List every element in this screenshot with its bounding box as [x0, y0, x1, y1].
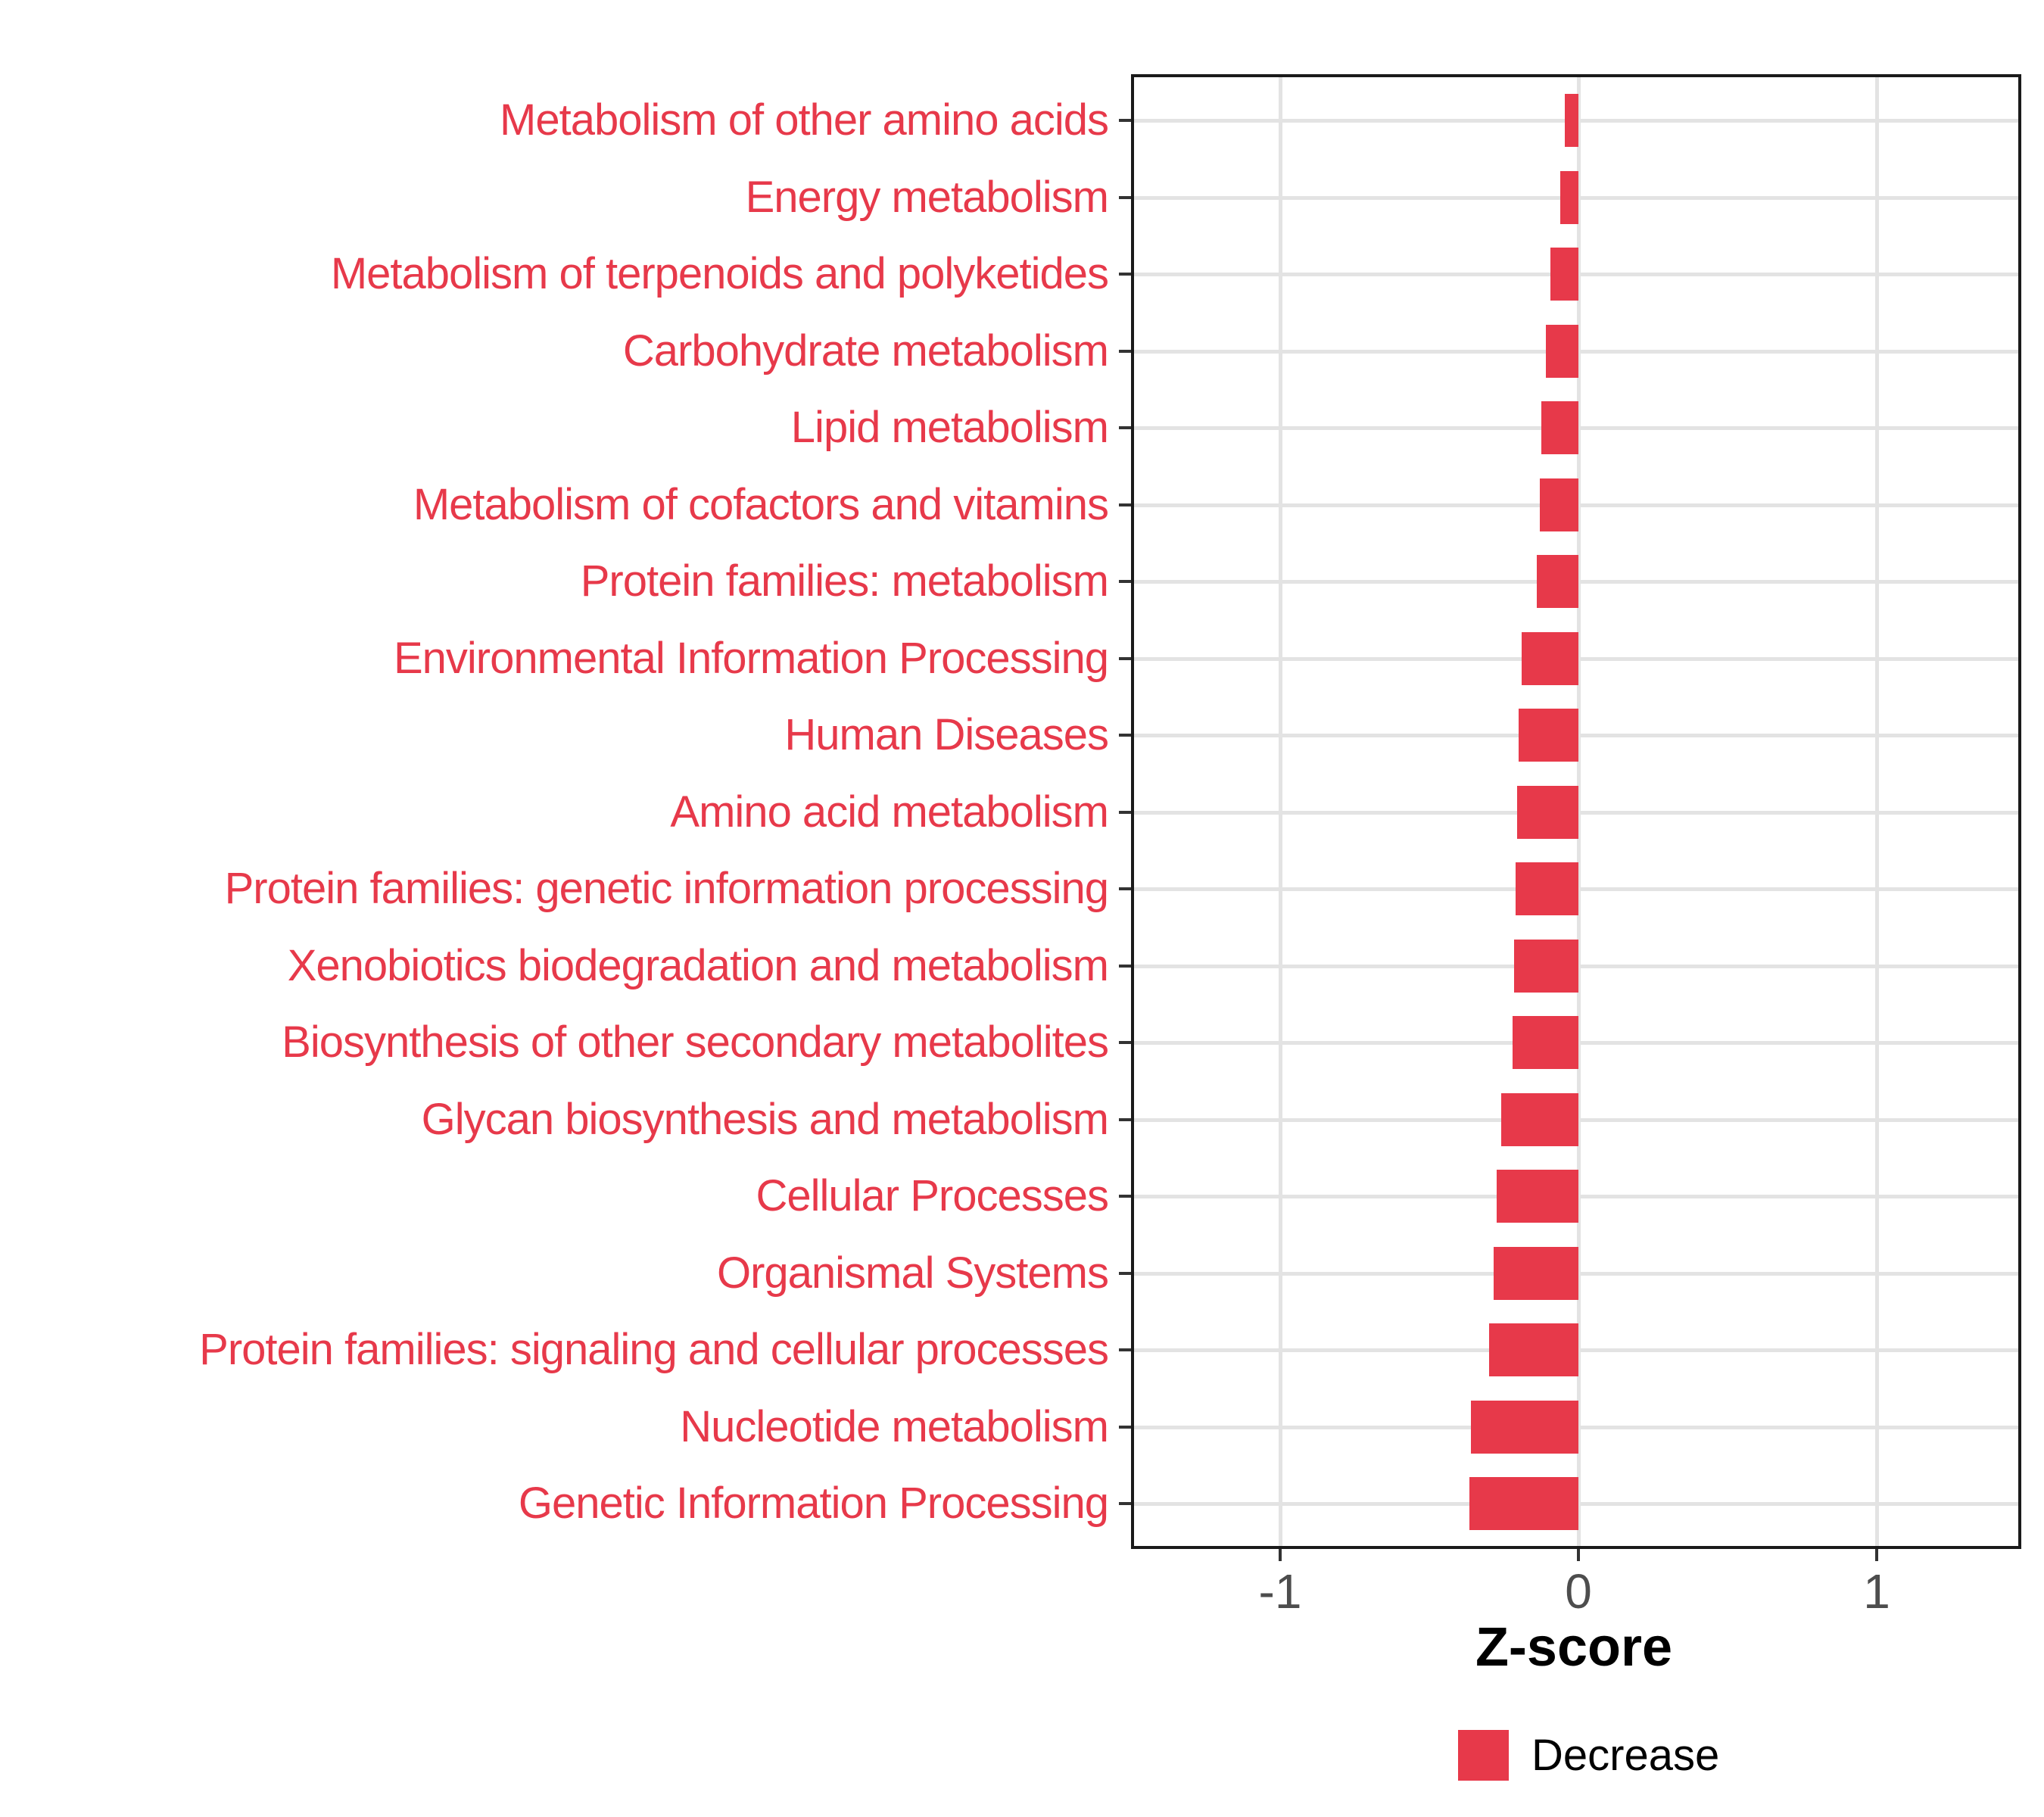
bar-organismal-systems: [1493, 1246, 1578, 1300]
bar-protein-families-signaling-and-cellular-processes: [1488, 1323, 1578, 1376]
bar-cellular-processes: [1496, 1170, 1578, 1223]
y-axis-tick: [1119, 119, 1131, 122]
bar-xenobiotics-biodegradation-and-metabolism: [1514, 939, 1579, 993]
category-label: Protein families: signaling and cellular…: [199, 1325, 1109, 1374]
category-label: Organismal Systems: [716, 1248, 1109, 1298]
x-axis-tick-label--1: -1: [1258, 1564, 1302, 1619]
bar-metabolism-of-terpenoids-and-polyketides: [1550, 248, 1578, 301]
category-label: Carbohydrate metabolism: [622, 326, 1109, 376]
category-label: Cellular Processes: [756, 1171, 1109, 1220]
legend: Decrease: [1458, 1730, 1719, 1781]
y-axis-tick: [1119, 195, 1131, 199]
bar-protein-families-genetic-information-processing: [1516, 862, 1579, 915]
y-axis-tick: [1119, 503, 1131, 506]
y-axis-tick: [1119, 1348, 1131, 1351]
bar-amino-acid-metabolism: [1517, 785, 1579, 839]
x-axis-tick--1: [1279, 1549, 1282, 1561]
y-axis-tick: [1119, 273, 1131, 276]
category-label: Protein families: genetic information pr…: [224, 864, 1109, 913]
y-axis-tick: [1119, 1041, 1131, 1044]
category-label: Metabolism of cofactors and vitamins: [413, 479, 1109, 529]
bar-glycan-biosynthesis-and-metabolism: [1500, 1092, 1578, 1146]
y-axis-tick: [1119, 349, 1131, 353]
x-axis-tick-0: [1577, 1549, 1580, 1561]
bar-human-diseases: [1519, 709, 1579, 762]
bar-metabolism-of-cofactors-and-vitamins: [1539, 478, 1578, 531]
y-axis-tick: [1119, 426, 1131, 429]
bar-nucleotide-metabolism: [1471, 1400, 1579, 1454]
bar-lipid-metabolism: [1541, 401, 1578, 454]
x-axis-title: Z-score: [1475, 1617, 1673, 1678]
x-axis-tick-label-1: 1: [1863, 1564, 1890, 1619]
y-axis-tick: [1119, 887, 1131, 890]
y-axis-tick: [1119, 1271, 1131, 1275]
y-axis-tick: [1119, 580, 1131, 583]
y-axis-tick: [1119, 1117, 1131, 1121]
category-label: Human Diseases: [784, 710, 1109, 759]
category-label: Xenobiotics biodegradation and metabolis…: [287, 940, 1109, 990]
y-axis-tick: [1119, 1425, 1131, 1429]
legend-label: Decrease: [1531, 1730, 1720, 1780]
y-axis-tick: [1119, 734, 1131, 737]
category-label: Glycan biosynthesis and metabolism: [421, 1094, 1109, 1144]
bar-genetic-information-processing: [1469, 1477, 1579, 1530]
bar-energy-metabolism: [1560, 170, 1579, 224]
category-label: Amino acid metabolism: [670, 787, 1109, 837]
y-axis-tick: [1119, 1502, 1131, 1505]
y-axis-tick: [1119, 964, 1131, 968]
bar-metabolism-of-other-amino-acids: [1565, 94, 1579, 147]
category-label: Lipid metabolism: [790, 403, 1109, 452]
bar-carbohydrate-metabolism: [1545, 324, 1578, 378]
bar-biosynthesis-of-other-secondary-metabolites: [1513, 1016, 1579, 1069]
category-label: Protein families: metabolism: [580, 556, 1109, 606]
category-label: Biosynthesis of other secondary metaboli…: [282, 1018, 1109, 1067]
category-label: Environmental Information Processing: [393, 633, 1109, 683]
y-axis-tick: [1119, 810, 1131, 814]
x-axis-tick-label-0: 0: [1565, 1564, 1592, 1619]
category-label: Energy metabolism: [745, 172, 1109, 222]
x-axis-tick-1: [1875, 1549, 1878, 1561]
y-axis-tick: [1119, 1195, 1131, 1198]
plot-panel: [1131, 74, 2021, 1549]
y-axis-tick: [1119, 656, 1131, 660]
bar-protein-families-metabolism: [1536, 555, 1578, 608]
category-label: Metabolism of other amino acids: [500, 95, 1109, 145]
bar-environmental-information-processing: [1522, 631, 1579, 685]
category-label: Nucleotide metabolism: [680, 1401, 1109, 1451]
category-label: Metabolism of terpenoids and polyketides: [330, 249, 1109, 298]
category-label: Genetic Information Processing: [518, 1479, 1109, 1528]
legend-color-swatch-decrease: [1458, 1730, 1509, 1781]
